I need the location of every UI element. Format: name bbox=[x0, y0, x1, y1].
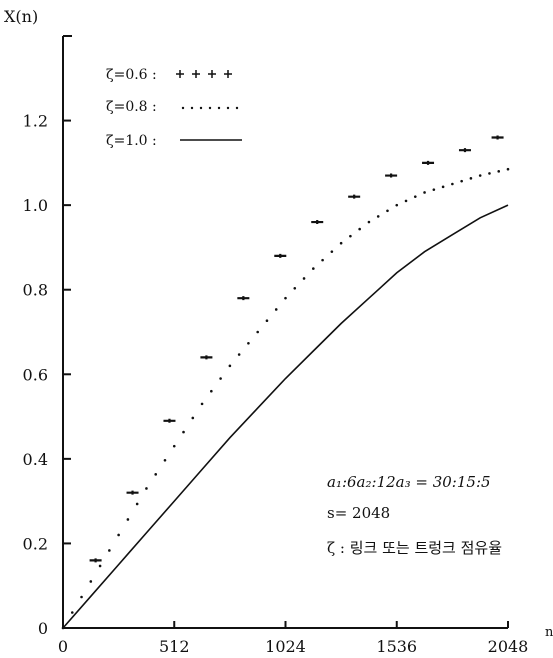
legend-swatch-dot bbox=[208, 106, 212, 110]
x-axis-label: n bbox=[545, 625, 553, 640]
series-point-zeta-0-8 bbox=[70, 611, 74, 614]
x-tick-label: 512 bbox=[159, 637, 190, 656]
y-tick-label: 0.2 bbox=[23, 534, 48, 553]
series-point-zeta-0-8 bbox=[386, 209, 389, 213]
y-tick-label: 0.6 bbox=[23, 365, 48, 384]
series-point-zeta-0-8 bbox=[432, 188, 436, 191]
annotation-s: s= 2048 bbox=[327, 504, 390, 522]
series-point-zeta-0-8 bbox=[98, 564, 102, 568]
legend-swatch-dot bbox=[190, 106, 194, 110]
series-point-zeta-0-8 bbox=[89, 580, 93, 583]
series-point-zeta-0-8 bbox=[117, 533, 120, 537]
series-point-zeta-0-8 bbox=[108, 549, 111, 552]
series-point-zeta-0-8 bbox=[488, 172, 491, 175]
series-point-zeta-0-8 bbox=[367, 220, 371, 224]
series-point-zeta-0-6 bbox=[458, 148, 471, 153]
series-point-zeta-0-8 bbox=[330, 250, 334, 253]
y-axis-label: X(n) bbox=[4, 7, 38, 26]
legend-swatch-dot bbox=[235, 106, 239, 110]
axes bbox=[62, 35, 509, 629]
series-point-zeta-0-8 bbox=[219, 377, 222, 380]
annotation-zeta-definition: ζ : 링크 또는 트렁크 점유율 bbox=[327, 539, 502, 557]
series-point-zeta-0-6 bbox=[89, 558, 102, 563]
series-point-zeta-0-8 bbox=[80, 595, 83, 599]
series-point-zeta-0-8 bbox=[349, 234, 352, 238]
legend-swatch-plus bbox=[208, 70, 216, 78]
series-point-zeta-0-8 bbox=[395, 203, 399, 207]
series-point-zeta-0-8 bbox=[293, 287, 297, 290]
series-point-zeta-0-8 bbox=[256, 330, 259, 334]
series-point-zeta-0-8 bbox=[154, 473, 158, 476]
series-point-zeta-0-8 bbox=[358, 227, 361, 231]
series-point-zeta-0-6 bbox=[200, 355, 213, 360]
x-tick-label: 1024 bbox=[265, 637, 306, 656]
legend-label: ζ=0.8 : bbox=[106, 99, 157, 115]
legend-label: ζ=0.6 : bbox=[106, 67, 157, 83]
series-point-zeta-0-8 bbox=[460, 179, 463, 183]
series-point-zeta-0-8 bbox=[200, 402, 204, 406]
series-point-zeta-0-8 bbox=[191, 416, 195, 420]
series-point-zeta-0-6 bbox=[422, 160, 435, 165]
legend-swatch-dot bbox=[226, 106, 230, 110]
series-point-zeta-0-8 bbox=[284, 296, 287, 300]
legend-swatch-dot bbox=[199, 106, 203, 110]
series-point-zeta-0-8 bbox=[302, 277, 306, 280]
series-point-zeta-0-8 bbox=[135, 502, 139, 506]
tick-labels: 0 0.2 0.4 0.6 0.8 1.0 1.2 0 512 1024 1536 2048 bbox=[23, 112, 529, 656]
series-point-zeta-0-6 bbox=[348, 194, 361, 199]
series-layer bbox=[61, 135, 510, 630]
legend-swatch-plus bbox=[176, 70, 184, 78]
x-tick-label: 0 bbox=[58, 637, 68, 656]
series-point-zeta-0-6 bbox=[274, 253, 287, 258]
x-tick-label: 1536 bbox=[376, 637, 417, 656]
series-point-zeta-0-8 bbox=[478, 174, 482, 177]
series-point-zeta-0-6 bbox=[126, 490, 139, 495]
y-tick-label: 0.8 bbox=[23, 281, 48, 300]
series-point-zeta-0-8 bbox=[274, 308, 278, 311]
series-point-zeta-0-8 bbox=[265, 319, 269, 323]
legend-label: ζ=1.0 : bbox=[106, 133, 157, 149]
series-point-zeta-0-8 bbox=[126, 518, 130, 521]
y-tick-label: 1.2 bbox=[23, 112, 48, 131]
legend-swatch-plus bbox=[192, 70, 200, 78]
legend-swatch-plus bbox=[224, 70, 232, 78]
y-tick-label: 1.0 bbox=[23, 196, 48, 215]
y-tick-label: 0.4 bbox=[23, 450, 48, 469]
series-point-zeta-0-8 bbox=[469, 177, 473, 180]
series-point-zeta-0-8 bbox=[497, 170, 501, 173]
annotation-ratio: a₁:6a₂:12a₃ = 30:15:5 bbox=[327, 473, 491, 491]
series-point-zeta-0-8 bbox=[163, 458, 167, 462]
legend-swatch-dot bbox=[181, 106, 185, 110]
series-point-zeta-0-8 bbox=[376, 215, 380, 218]
legend: ζ=0.6 : ζ=0.8 : ζ=1.0 : bbox=[106, 67, 242, 149]
series-point-zeta-0-6 bbox=[163, 418, 176, 423]
series-point-zeta-0-6 bbox=[385, 173, 398, 178]
series-point-zeta-0-8 bbox=[312, 267, 315, 270]
series-point-zeta-0-8 bbox=[413, 195, 417, 198]
series-point-zeta-0-8 bbox=[339, 241, 343, 245]
series-point-zeta-0-8 bbox=[237, 353, 241, 356]
series-point-zeta-0-8 bbox=[210, 389, 213, 393]
series-line-zeta-1-0 bbox=[62, 204, 509, 629]
series-point-zeta-0-8 bbox=[228, 364, 232, 368]
series-point-zeta-0-6 bbox=[237, 296, 250, 301]
series-point-zeta-0-8 bbox=[423, 191, 426, 194]
series-point-zeta-0-8 bbox=[441, 185, 445, 189]
series-point-zeta-0-8 bbox=[145, 487, 148, 490]
series-point-zeta-0-8 bbox=[182, 430, 185, 434]
series-point-zeta-0-8 bbox=[451, 182, 454, 186]
series-point-zeta-0-8 bbox=[506, 167, 510, 171]
series-point-zeta-0-8 bbox=[172, 444, 176, 448]
y-tick-label: 0 bbox=[38, 619, 48, 638]
legend-swatch-dot bbox=[217, 106, 221, 110]
x-tick-label: 2048 bbox=[488, 637, 529, 656]
series-point-zeta-0-6 bbox=[311, 220, 324, 225]
series-point-zeta-0-6 bbox=[491, 135, 504, 140]
series-point-zeta-0-8 bbox=[404, 199, 408, 203]
series-point-zeta-0-8 bbox=[247, 341, 250, 345]
series-point-zeta-0-8 bbox=[321, 258, 324, 262]
